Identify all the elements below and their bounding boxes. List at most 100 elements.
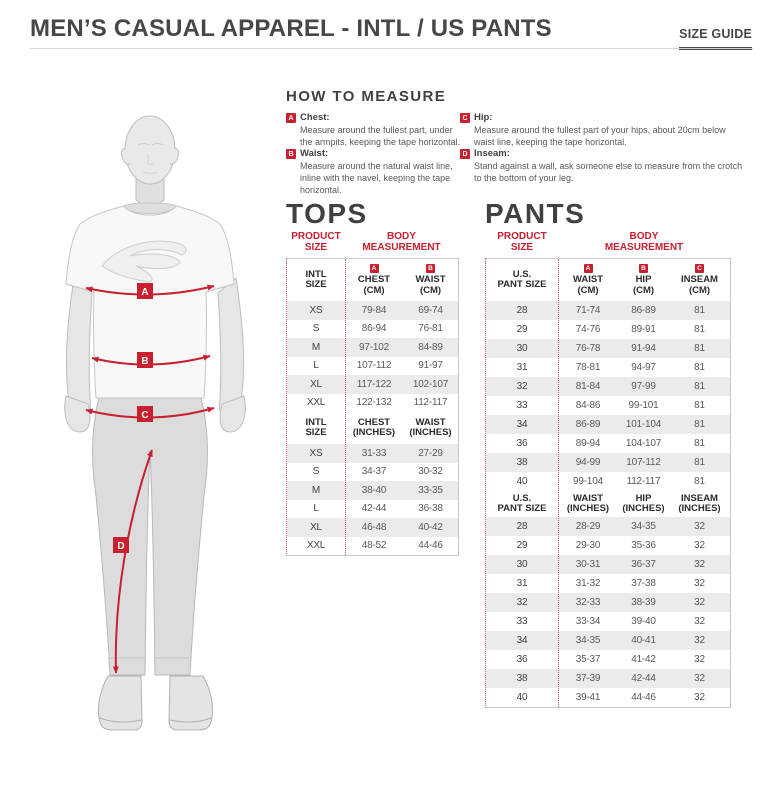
page-title: MEN’S CASUAL APPAREL - INTL / US PANTS xyxy=(30,15,552,42)
value-cell: 34-35 xyxy=(631,521,656,532)
table-row: 28 28-29 34-35 32 xyxy=(486,517,730,536)
table-row: 36 89-94 104-107 81 xyxy=(486,434,730,453)
size-cell: 33 xyxy=(516,400,528,411)
value-cell: 40-41 xyxy=(631,635,656,646)
waist-cm-header: A WAIST (CM) xyxy=(572,264,604,296)
size-cell: 29 xyxy=(516,540,528,551)
value-cell: 29-30 xyxy=(575,540,601,551)
size-cell: 31 xyxy=(516,578,528,589)
value-cell: 97-102 xyxy=(359,341,389,353)
value-cell: 32 xyxy=(694,540,705,551)
value-cell: 32 xyxy=(694,521,705,532)
header-divider xyxy=(30,48,753,49)
table-row: 31 78-81 94-97 81 xyxy=(486,358,730,377)
value-cell: 69-74 xyxy=(418,304,443,316)
value-cell: 32 xyxy=(694,635,705,646)
column-separator xyxy=(558,259,559,707)
value-cell: 39-40 xyxy=(631,616,656,627)
inseam-badge-icon: C xyxy=(695,264,704,274)
value-cell: 31-32 xyxy=(575,578,601,589)
value-cell: 44-46 xyxy=(418,540,443,552)
value-cell: 36-37 xyxy=(631,559,656,570)
body-measurement-header: BODY MEASUREMENT xyxy=(604,231,684,253)
pants-cm-header-row: U.S. PANT SIZE A WAIST (CM) B HIP (CM) C… xyxy=(486,259,730,301)
value-cell: 81 xyxy=(694,362,705,373)
pants-section-title: PANTS xyxy=(485,198,586,229)
body-measurement-header: BODY MEASUREMENT xyxy=(362,231,441,253)
figure-illustration: A B C D xyxy=(28,98,283,743)
table-row: 31 31-32 37-38 32 xyxy=(486,574,730,593)
measure-description: Stand against a wall, ask someone else t… xyxy=(474,161,743,184)
size-cell: 30 xyxy=(516,559,528,570)
table-row: 29 29-30 35-36 32 xyxy=(486,536,730,555)
waist-badge-icon: B xyxy=(286,149,296,160)
table-row: 29 74-76 89-91 81 xyxy=(486,320,730,339)
table-row: XL 117-122 102-107 xyxy=(287,375,458,394)
value-cell: 86-94 xyxy=(361,323,387,335)
measure-item-chest: A Chest: Measure around the fullest part… xyxy=(286,112,464,149)
tops-section-title: TOPS xyxy=(286,198,368,229)
size-cell: XL xyxy=(310,521,322,533)
measure-label: Hip: xyxy=(474,112,493,123)
value-cell: 32-33 xyxy=(575,597,601,608)
table-row: S 34-37 30-32 xyxy=(287,463,458,482)
value-cell: 34-37 xyxy=(361,466,387,478)
value-cell: 112-117 xyxy=(413,397,448,409)
measure-label: Inseam: xyxy=(474,148,510,159)
size-cell: 36 xyxy=(516,438,528,449)
size-cell: 38 xyxy=(516,673,528,684)
value-cell: 33-34 xyxy=(575,616,601,627)
waist-badge-icon: A xyxy=(583,264,593,274)
size-cell: XXL xyxy=(306,397,326,409)
size-cell: 34 xyxy=(516,635,528,646)
value-cell: 99-101 xyxy=(628,400,659,411)
size-guide-link[interactable]: SIZE GUIDE xyxy=(679,27,752,50)
value-cell: 32 xyxy=(694,578,705,589)
inseam-cm-header: C INSEAM (CM) xyxy=(681,264,718,296)
table-row: XS 31-33 27-29 xyxy=(287,444,458,463)
measure-item-waist: B Waist: Measure around the natural wais… xyxy=(286,148,468,196)
pants-inch-rows: 28 28-29 34-35 32 29 29-30 35-36 32 30 30-31 36-37… xyxy=(486,517,730,707)
size-cell: XS xyxy=(309,447,323,459)
value-cell: 38-39 xyxy=(631,597,656,608)
value-cell: 31-33 xyxy=(361,447,387,459)
measure-label: Waist: xyxy=(300,148,329,159)
value-cell: 35-37 xyxy=(575,654,601,665)
value-cell: 101-104 xyxy=(625,419,662,430)
column-separator xyxy=(345,259,346,555)
inseam-inches-header: INSEAM (INCHES) xyxy=(678,492,721,514)
value-cell: 112-117 xyxy=(626,476,661,487)
product-size-header: PRODUCT SIZE xyxy=(497,231,547,253)
value-cell: 81 xyxy=(694,324,705,335)
value-cell: 34-35 xyxy=(575,635,601,646)
value-cell: 46-48 xyxy=(361,521,387,533)
value-cell: 94-99 xyxy=(575,457,601,468)
value-cell: 76-81 xyxy=(418,323,443,335)
table-row: 40 99-104 112-117 81 xyxy=(486,472,730,491)
value-cell: 102-107 xyxy=(412,378,449,390)
figure-badge-c: C xyxy=(141,410,148,421)
waist-cm-header: B WAIST (CM) xyxy=(415,264,446,296)
value-cell: 28-29 xyxy=(575,521,601,532)
table-row: 33 84-86 99-101 81 xyxy=(486,396,730,415)
size-cell: M xyxy=(311,484,321,496)
waist-badge-icon: B xyxy=(426,264,435,274)
measure-item-inseam: D Inseam: Stand against a wall, ask some… xyxy=(460,148,748,185)
value-cell: 81 xyxy=(694,400,705,411)
value-cell: 79-84 xyxy=(361,304,387,316)
value-cell: 89-94 xyxy=(575,438,601,449)
size-cell: 31 xyxy=(516,362,528,373)
value-cell: 81-84 xyxy=(575,381,601,392)
value-cell: 41-42 xyxy=(631,654,656,665)
value-cell: 117-122 xyxy=(356,378,392,390)
table-row: XL 46-48 40-42 xyxy=(287,518,458,537)
measure-item-hip: C Hip: Measure around the fullest part o… xyxy=(460,112,748,149)
inseam-measure-line xyxy=(112,449,153,674)
value-cell: 32 xyxy=(694,559,705,570)
value-cell: 86-89 xyxy=(575,419,601,430)
table-row: 34 86-89 101-104 81 xyxy=(486,415,730,434)
size-cell: XS xyxy=(309,304,323,316)
value-cell: 32 xyxy=(694,692,705,703)
figure-badges: A B C D xyxy=(113,283,153,553)
chest-badge-icon: A xyxy=(369,264,379,274)
